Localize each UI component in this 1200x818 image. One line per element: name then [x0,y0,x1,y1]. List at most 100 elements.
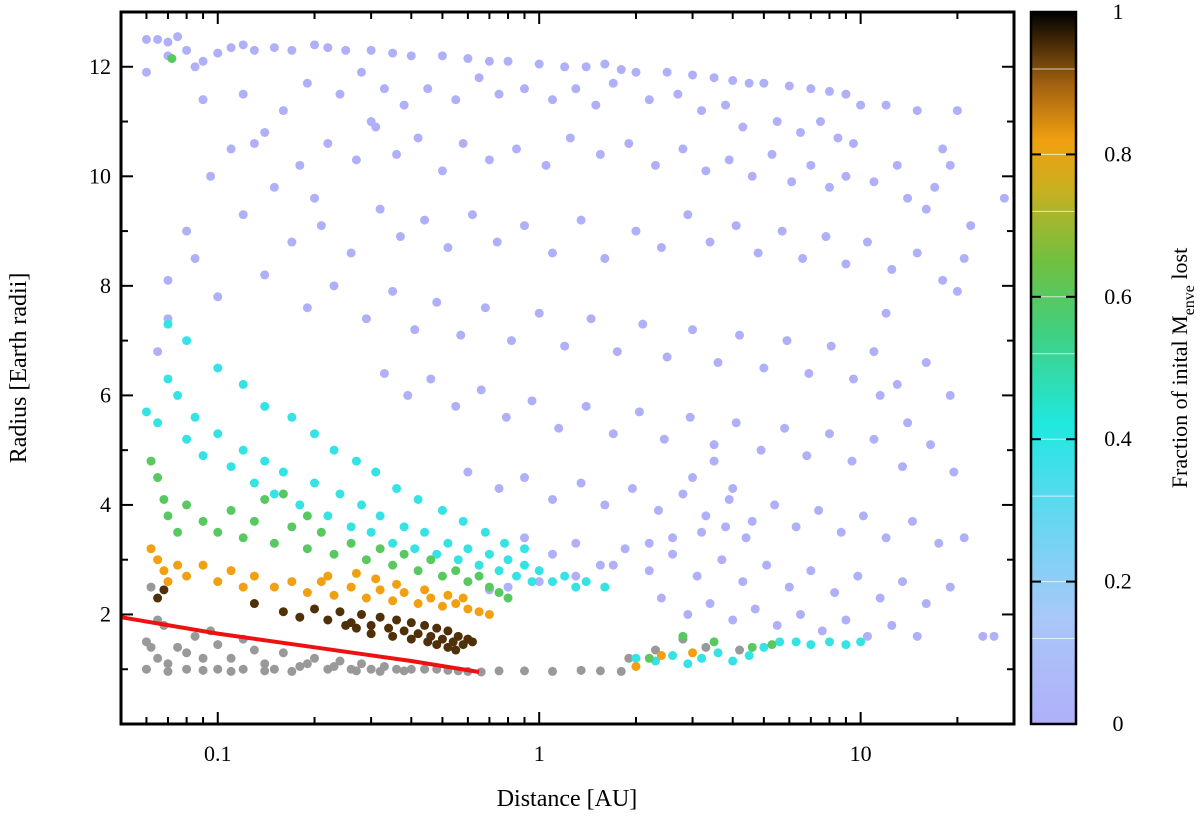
planet-point [458,516,468,526]
planet-point [767,640,777,650]
planet-point [644,653,654,663]
planet-point [830,588,840,598]
planet-point [728,656,738,666]
planet-point [269,182,279,192]
planet-point [392,615,402,625]
planet-point [881,100,891,110]
planet-point [817,626,827,636]
planet-point [966,221,976,231]
planet-point [581,62,591,72]
planet-point [392,579,402,589]
planet-point [141,67,151,77]
core-point [238,664,248,674]
planet-point [249,45,259,55]
colorbar-tick-label: 1 [1113,0,1124,24]
planet-point [341,620,351,630]
planet-point [616,65,626,75]
planet-point [302,78,312,88]
core-point [329,661,339,671]
planet-point [731,418,741,428]
core-points-layer [141,582,745,677]
planet-point [173,560,183,570]
planet-point [892,379,902,389]
planet-point [815,117,825,127]
planet-point [238,89,248,99]
planet-point [921,599,931,609]
planet-point [634,407,644,417]
core-point [595,666,605,676]
planet-point [437,166,447,176]
planet-point [701,511,711,521]
planet-point [821,232,831,242]
core-point [278,648,288,658]
planet-point [213,527,223,537]
planet-point [638,319,648,329]
planet-point [458,138,468,148]
planet-point [519,560,529,570]
planet-point [420,585,430,595]
planet-point [356,609,366,619]
planet-point [316,577,326,587]
core-point [213,640,223,650]
core-point [249,645,259,655]
planet-point [375,511,385,521]
planet-point [278,607,288,617]
planet-point [494,483,504,493]
x-tick-label: 10 [850,741,872,766]
planet-point [659,434,669,444]
planet-point [249,138,259,148]
core-point [213,664,223,674]
planet-point [463,467,473,477]
colorbar-tick-label: 0.6 [1104,284,1132,309]
core-point [399,666,409,676]
core-point [146,642,156,652]
planet-point [999,193,1009,203]
planet-point [287,45,297,55]
planet-point [379,84,389,94]
planet-point [366,45,376,55]
planet-point [678,144,688,154]
planet-point [153,34,163,44]
planet-point [804,368,814,378]
planet-point [146,456,156,466]
planet-point [656,593,666,603]
planet-point [437,505,447,515]
planet-point [375,204,385,214]
planet-point [802,451,812,461]
planet-point [806,566,816,576]
core-point [287,666,297,676]
planet-point [724,155,734,165]
planet-point [375,544,385,554]
planet-point [329,445,339,455]
planet-point [329,281,339,291]
planet-point [238,533,248,543]
planet-point [432,549,442,559]
planet-point [576,478,586,488]
planet-point [346,582,356,592]
planet-point [903,193,913,203]
planet-point [249,516,259,526]
planet-point [278,467,288,477]
planet-point [697,527,707,537]
planet-point [576,215,586,225]
planet-point [668,651,678,661]
planet-point [841,259,851,269]
planet-point [759,642,769,652]
y-tick-label: 4 [100,492,111,517]
planet-point [159,494,169,504]
planet-point [767,149,777,159]
planet-point [392,149,402,159]
planet-point [826,341,836,351]
planet-point [806,640,816,650]
planet-point [163,511,173,521]
planet-point [608,560,618,570]
planet-point [413,494,423,504]
planet-point [608,429,618,439]
planet-point [213,363,223,373]
planet-point [701,166,711,176]
planet-point [527,577,537,587]
planet-point [346,538,356,548]
planet-point [351,568,361,578]
planet-point [198,95,208,105]
planet-point [869,434,879,444]
